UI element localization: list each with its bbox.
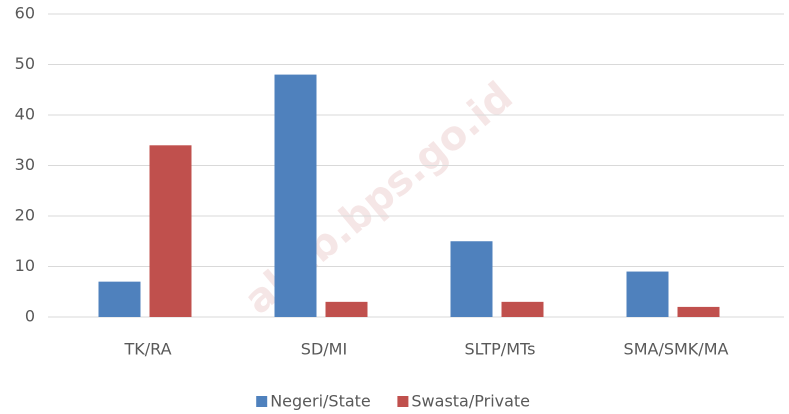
legend-label: Negeri/State [270, 392, 371, 411]
y-tick-label: 30 [15, 155, 35, 174]
legend-swatch [397, 396, 409, 407]
bar [98, 281, 141, 317]
bar [450, 241, 493, 317]
bar [274, 74, 317, 317]
x-tick-label: SD/MI [301, 340, 347, 359]
legend-swatch [256, 396, 268, 407]
y-tick-label: 40 [15, 105, 35, 124]
x-tick-label: SLTP/MTs [465, 340, 536, 359]
bar [501, 301, 544, 317]
bar [677, 306, 720, 317]
x-tick-label: SMA/SMK/MA [624, 340, 729, 359]
y-tick-label: 60 [15, 4, 35, 23]
legend-label: Swasta/Private [411, 392, 530, 411]
x-tick-label: TK/RA [123, 340, 171, 359]
y-tick-label: 50 [15, 54, 35, 73]
bar [626, 271, 669, 317]
y-tick-label: 0 [25, 307, 35, 326]
y-tick-label: 20 [15, 206, 35, 225]
bar [149, 145, 192, 317]
bar [325, 301, 368, 317]
y-tick-label: 10 [15, 256, 35, 275]
